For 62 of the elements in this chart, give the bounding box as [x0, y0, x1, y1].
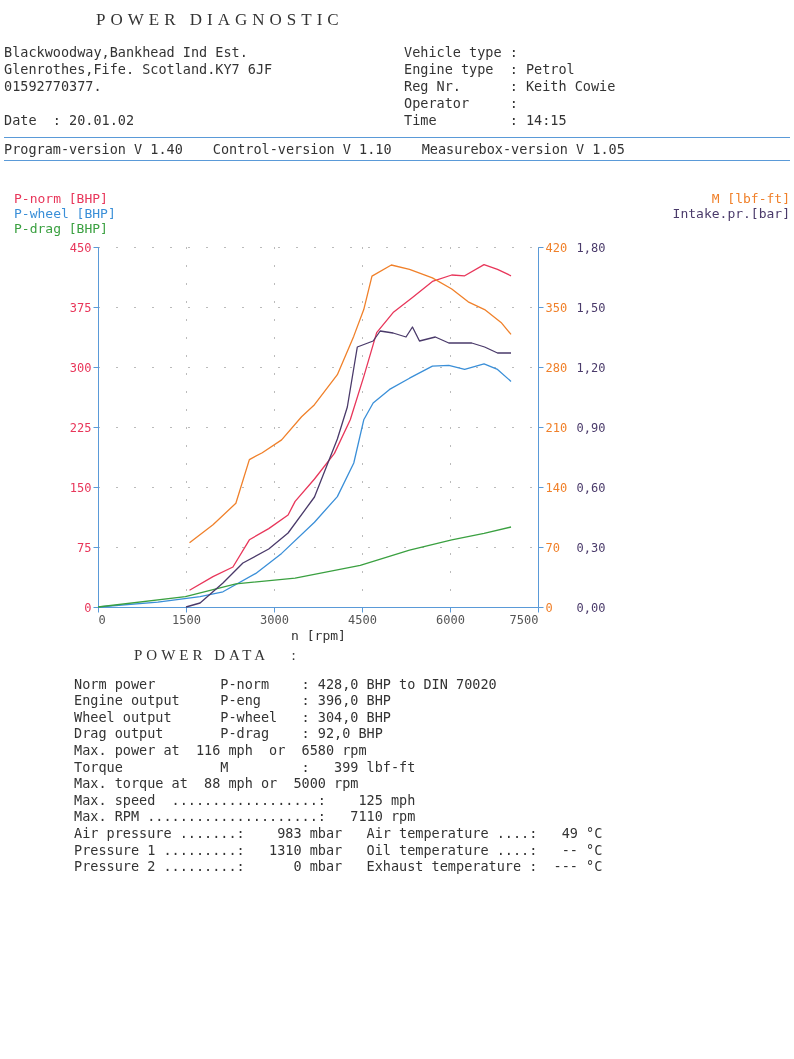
y3-tick-label: 0,90	[576, 420, 606, 435]
y-tick-label: 375	[69, 300, 92, 315]
text: Max. RPM .....................: 7110 rpm	[74, 808, 417, 825]
text: Program-version V 1.40	[4, 141, 183, 157]
y-tick-label: 75	[77, 540, 92, 555]
text: Time : 14:15	[404, 112, 568, 129]
text: Control-version V 1.10	[212, 141, 392, 157]
y2-tick-label: 420	[545, 240, 568, 255]
y-tick-label: 0	[84, 600, 92, 615]
y-tick-label: 225	[69, 420, 92, 435]
y3-tick-label: 1,80	[576, 240, 606, 255]
text: Torque M : 399 lbf-ft	[74, 758, 417, 776]
y2-tick-label: 210	[545, 420, 568, 435]
text: Engine output P-eng : 396,0 BHP	[74, 692, 392, 709]
text: Vehicle type :	[404, 44, 519, 61]
y3-tick-label: 1,20	[576, 360, 606, 375]
text: Max. torque at 88 mph or 5000 rpm	[74, 775, 360, 792]
x-tick-label: 6000	[436, 612, 465, 627]
text: Engine type : Petrol	[404, 61, 576, 78]
text: P-norm [BHP]	[14, 191, 109, 206]
x-axis-title: n [rpm]	[291, 627, 346, 643]
y2-tick-label: 140	[545, 480, 568, 495]
y2-tick-label: 0	[545, 600, 553, 615]
x-tick-label: 7500	[509, 612, 539, 627]
y-tick-label: 150	[69, 480, 92, 495]
text: Pressure 2 .........: 0 mbar Exhaust temperature : --- °C	[74, 858, 604, 875]
chart-title: POWER DIAGNOSTIC	[96, 10, 345, 30]
y3-tick-label: 0,60	[576, 480, 606, 495]
y-tick-label: 450	[69, 240, 92, 255]
y3-tick-label: 0,30	[576, 540, 606, 555]
text: M [lbf-ft]	[711, 191, 790, 206]
x-tick-label: 0	[98, 612, 106, 627]
text: Air pressure .......: 983 mbar Air temperature ....: 49 °C	[74, 824, 604, 842]
text: POWER DATA :	[134, 647, 301, 664]
y2-tick-label: 350	[545, 300, 568, 315]
text: Blackwoodway,Bankhead Ind Est.	[4, 44, 249, 61]
x-tick-label: 1500	[172, 612, 201, 627]
line-series	[97, 363, 512, 608]
line-series	[97, 526, 512, 608]
text: Drag output P-drag : 92,0 BHP	[74, 725, 384, 742]
text: 01592770377.	[4, 78, 103, 95]
text: Max. power at 116 mph or 6580 rpm	[74, 741, 368, 759]
text: Reg Nr. : Keith Cowie	[404, 78, 617, 95]
text: Date : 20.01.02	[4, 112, 136, 129]
line-series	[185, 326, 512, 608]
y3-tick-label: 1,50	[576, 300, 606, 315]
y2-tick-label: 70	[545, 540, 560, 555]
text: Wheel output P-wheel : 304,0 BHP	[74, 708, 392, 726]
x-tick-label: 4500	[348, 612, 377, 627]
text: Pressure 1 .........: 1310 mbar Oil temperature ....: -- °C	[74, 841, 604, 859]
y2-tick-label: 280	[545, 360, 568, 375]
text: Measurebox-version V 1.05	[421, 141, 625, 157]
text: P-wheel [BHP]	[14, 206, 116, 221]
text: P-drag [BHP]	[14, 221, 109, 236]
text: Glenrothes,Fife. Scotland.KY7 6JF	[4, 61, 274, 78]
x-tick-label: 3000	[260, 612, 289, 627]
text: Max. speed ..................: 125 mph	[74, 791, 417, 809]
text: Intake.pr.[bar]	[672, 206, 790, 221]
text: Operator :	[404, 95, 519, 112]
y3-tick-label: 0,00	[576, 600, 606, 615]
text: Norm power P-norm : 428,0 BHP to DIN 70020	[74, 675, 498, 693]
y-tick-label: 300	[69, 360, 92, 375]
